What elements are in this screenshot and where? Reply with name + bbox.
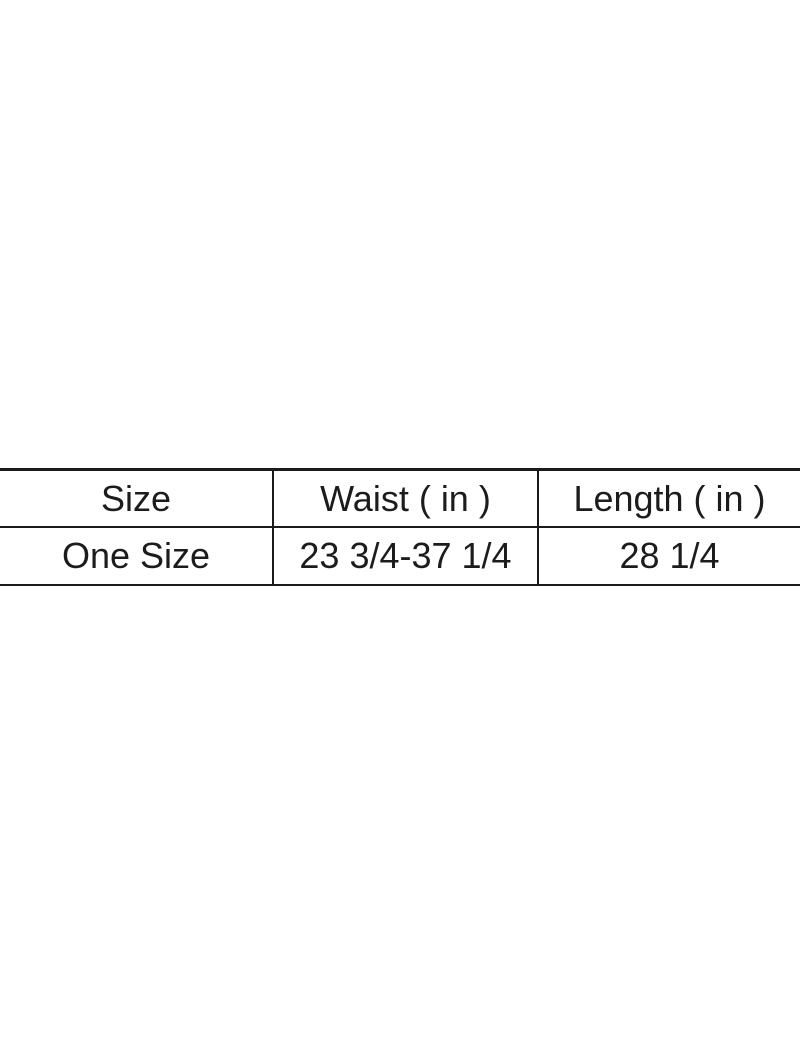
table-row: One Size 23 3/4-37 1/4 28 1/4 bbox=[0, 528, 800, 586]
table-header-row: Size Waist ( in ) Length ( in ) bbox=[0, 471, 800, 528]
header-cell-length: Length ( in ) bbox=[537, 471, 800, 526]
cell-length-value: 28 1/4 bbox=[537, 528, 800, 584]
cell-size-value: One Size bbox=[61, 535, 211, 576]
header-cell-waist: Waist ( in ) bbox=[272, 471, 537, 526]
header-cell-size: Size bbox=[100, 477, 172, 519]
size-chart-table: Size Waist ( in ) Length ( in ) One Size… bbox=[0, 468, 800, 586]
cell-waist-value: 23 3/4-37 1/4 bbox=[272, 528, 537, 584]
